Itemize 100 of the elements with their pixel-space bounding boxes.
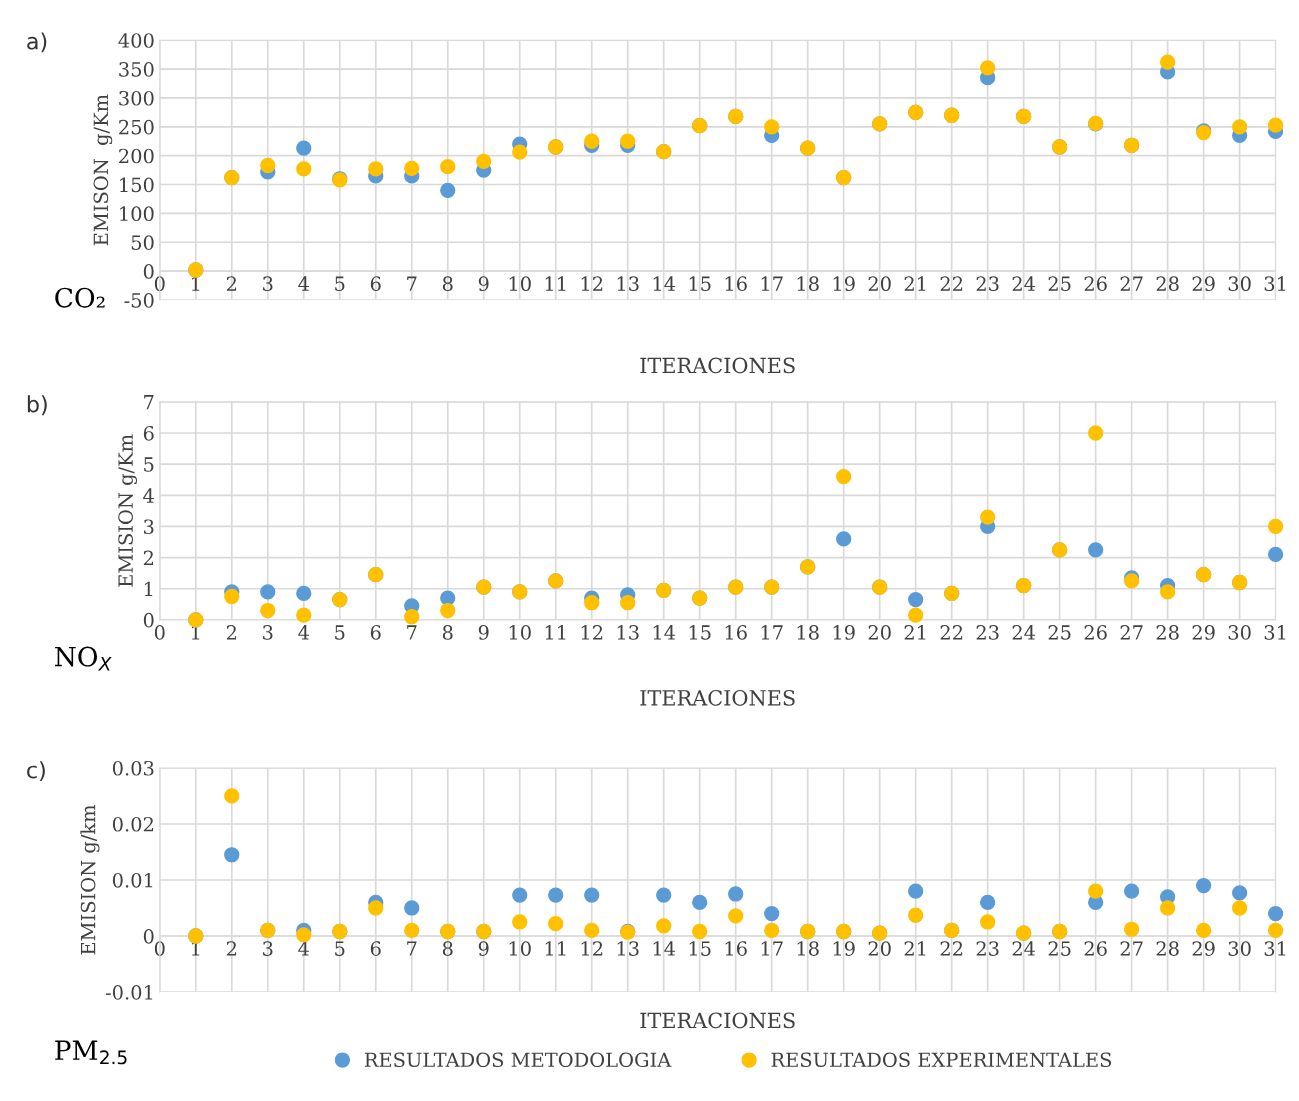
- x-tick-label: 22: [940, 276, 963, 291]
- x-tick-label: 9: [478, 276, 489, 292]
- x-tick-label: 31: [1264, 276, 1286, 292]
- y-tick-label: 3: [144, 519, 154, 535]
- x-tick-label: 6: [370, 941, 381, 956]
- x-tick-label: 21: [904, 276, 926, 291]
- x-tick-label: 18: [797, 625, 819, 640]
- x-tick-label: 4: [298, 276, 309, 291]
- x-tick-label: 14: [653, 941, 676, 956]
- x-tick-label: 8: [442, 941, 453, 956]
- y-tick-label: 0: [143, 612, 154, 628]
- y-tick-label: 50: [131, 235, 154, 250]
- x-tick-label: 18: [797, 941, 819, 956]
- legend-label: RESULTADOS EXPERIMENTALES: [771, 1052, 1112, 1068]
- y-tick-label: -50: [124, 292, 154, 308]
- x-tick-label: 19: [833, 625, 855, 640]
- y-tick-label: 250: [119, 119, 154, 135]
- x-tick-label: 28: [1156, 276, 1179, 292]
- x-tick-label: 31: [1264, 941, 1286, 956]
- x-tick-label: 27: [1120, 276, 1143, 291]
- x-tick-label: 28: [1156, 625, 1179, 640]
- text: PM$_{2.5}$: [55, 1040, 127, 1065]
- x-tick-label: 24: [1012, 276, 1036, 291]
- x-tick-label: 14: [653, 625, 676, 640]
- y-tick-label: 400: [118, 33, 154, 48]
- y-tick-label: 5: [144, 457, 154, 472]
- y-tick-label: 300: [119, 90, 154, 106]
- y-tick-label: 7: [144, 395, 154, 410]
- x-tick-label: 11: [545, 941, 566, 956]
- x-axis-title: ITERACIONES: [640, 1012, 795, 1029]
- x-tick-label: 13: [617, 625, 639, 640]
- text: a): [27, 32, 47, 53]
- x-tick-label: 29: [1192, 625, 1215, 640]
- x-tick-label: 13: [617, 276, 639, 292]
- x-tick-label: 31: [1264, 625, 1286, 640]
- x-tick-label: 13: [617, 941, 639, 956]
- x-tick-label: 30: [1228, 625, 1251, 640]
- text: c): [27, 761, 45, 782]
- x-tick-label: 10: [509, 276, 531, 292]
- x-tick-label: 22: [940, 625, 963, 640]
- x-tick-label: 2: [226, 941, 237, 956]
- x-tick-label: 19: [833, 941, 855, 956]
- x-tick-label: 20: [868, 625, 891, 640]
- x-tick-label: 25: [1048, 276, 1071, 292]
- x-tick-label: 5: [335, 276, 345, 292]
- y-tick-label: 150: [120, 177, 154, 193]
- x-tick-label: 23: [976, 276, 999, 292]
- y-tick-label: 350: [119, 62, 154, 77]
- x-tick-label: 15: [689, 625, 711, 640]
- x-tick-label: 27: [1120, 625, 1143, 640]
- x-tick-label: 5: [335, 625, 345, 640]
- y-tick-label: 0.03: [112, 760, 154, 776]
- x-tick-label: 30: [1228, 276, 1251, 292]
- x-tick-label: 12: [581, 276, 603, 291]
- x-tick-label: 24: [1012, 941, 1036, 956]
- y-tick-label: 4: [143, 488, 154, 503]
- x-tick-label: 24: [1012, 625, 1036, 640]
- x-tick-label: 30: [1228, 941, 1251, 956]
- y-axis-title: EMISION g/km: [80, 804, 100, 955]
- y-axis-title: EMISION g/Km: [118, 434, 137, 587]
- x-tick-label: 11: [545, 625, 566, 640]
- x-tick-label: 26: [1084, 625, 1107, 640]
- text: b): [27, 395, 47, 416]
- y-tick-label: 1: [144, 581, 153, 597]
- x-tick-label: 25: [1048, 941, 1071, 956]
- x-tick-label: 5: [335, 941, 345, 956]
- x-tick-label: 0: [154, 276, 165, 292]
- x-tick-label: 2: [226, 625, 237, 640]
- y-tick-label: 6: [143, 425, 154, 441]
- x-tick-label: 6: [370, 625, 381, 640]
- x-tick-label: 0: [154, 625, 165, 640]
- x-tick-label: 29: [1192, 941, 1215, 956]
- x-tick-label: 16: [725, 276, 747, 292]
- y-axis-title: EMISON g/Km: [93, 94, 113, 246]
- x-tick-label: 14: [653, 276, 676, 291]
- x-tick-label: 29: [1192, 276, 1215, 292]
- y-tick-label: 0.02: [112, 816, 154, 832]
- y-tick-label: 200: [119, 148, 154, 164]
- x-tick-label: 6: [370, 276, 381, 292]
- x-tick-label: 23: [976, 941, 999, 956]
- x-tick-label: 25: [1048, 625, 1071, 640]
- x-tick-label: 16: [725, 941, 747, 956]
- x-tick-label: 11: [545, 276, 566, 291]
- x-tick-label: 10: [509, 625, 531, 640]
- x-axis-title: ITERACIONES: [640, 357, 795, 374]
- x-tick-label: 17: [761, 625, 783, 640]
- x-tick-label: 17: [761, 276, 783, 291]
- y-tick-label: 2: [143, 550, 154, 565]
- x-tick-label: 7: [407, 625, 417, 640]
- text: CO₂: [55, 287, 105, 308]
- x-tick-label: 28: [1156, 941, 1179, 956]
- x-tick-label: 17: [761, 941, 783, 956]
- x-tick-label: 9: [478, 625, 489, 640]
- x-tick-label: 21: [904, 941, 926, 956]
- x-tick-label: 19: [833, 276, 855, 292]
- x-tick-label: 0: [154, 941, 165, 956]
- y-tick-label: -0.01: [105, 984, 153, 1000]
- x-tick-label: 21: [904, 625, 926, 640]
- x-tick-label: 23: [976, 625, 999, 640]
- x-tick-label: 12: [581, 625, 603, 640]
